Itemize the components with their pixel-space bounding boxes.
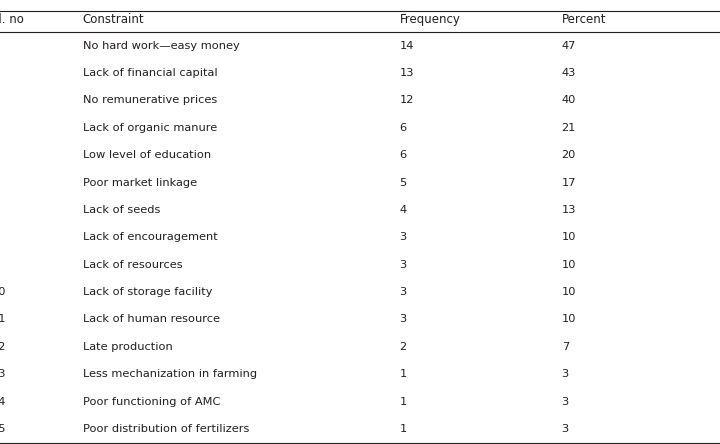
Text: 12: 12 — [400, 95, 414, 105]
Text: 12: 12 — [0, 342, 6, 352]
Text: No hard work—easy money: No hard work—easy money — [83, 41, 240, 51]
Text: 10: 10 — [562, 287, 576, 297]
Text: Constraint: Constraint — [83, 13, 145, 27]
Text: 3: 3 — [562, 396, 569, 407]
Text: Frequency: Frequency — [400, 13, 461, 27]
Text: Sl. no: Sl. no — [0, 13, 24, 27]
Text: Lack of encouragement: Lack of encouragement — [83, 232, 217, 242]
Text: 5: 5 — [400, 178, 407, 187]
Text: Lack of seeds: Lack of seeds — [83, 205, 160, 215]
Text: 10: 10 — [562, 232, 576, 242]
Text: 1: 1 — [400, 424, 407, 434]
Text: 1: 1 — [400, 369, 407, 379]
Text: 15: 15 — [0, 424, 6, 434]
Text: 20: 20 — [562, 150, 576, 160]
Text: 2: 2 — [400, 342, 407, 352]
Text: Lack of financial capital: Lack of financial capital — [83, 68, 217, 78]
Text: Poor functioning of AMC: Poor functioning of AMC — [83, 396, 220, 407]
Text: 3: 3 — [400, 287, 407, 297]
Text: 3: 3 — [562, 424, 569, 434]
Text: 13: 13 — [400, 68, 414, 78]
Text: 14: 14 — [0, 396, 6, 407]
Text: Low level of education: Low level of education — [83, 150, 211, 160]
Text: 43: 43 — [562, 68, 576, 78]
Text: 10: 10 — [562, 260, 576, 270]
Text: Less mechanization in farming: Less mechanization in farming — [83, 369, 257, 379]
Text: 3: 3 — [400, 314, 407, 325]
Text: 7: 7 — [562, 342, 569, 352]
Text: 17: 17 — [562, 178, 576, 187]
Text: 40: 40 — [562, 95, 576, 105]
Text: 10: 10 — [0, 287, 6, 297]
Text: 21: 21 — [562, 123, 576, 133]
Text: 6: 6 — [400, 123, 407, 133]
Text: Lack of resources: Lack of resources — [83, 260, 182, 270]
Text: 11: 11 — [0, 314, 6, 325]
Text: No remunerative prices: No remunerative prices — [83, 95, 217, 105]
Text: 3: 3 — [562, 369, 569, 379]
Text: 47: 47 — [562, 41, 576, 51]
Text: 1: 1 — [400, 396, 407, 407]
Text: 6: 6 — [400, 150, 407, 160]
Text: 3: 3 — [400, 260, 407, 270]
Text: 14: 14 — [400, 41, 414, 51]
Text: Percent: Percent — [562, 13, 606, 27]
Text: 10: 10 — [562, 314, 576, 325]
Text: Lack of storage facility: Lack of storage facility — [83, 287, 212, 297]
Text: 4: 4 — [400, 205, 407, 215]
Text: 13: 13 — [0, 369, 6, 379]
Text: Poor market linkage: Poor market linkage — [83, 178, 197, 187]
Text: Poor distribution of fertilizers: Poor distribution of fertilizers — [83, 424, 249, 434]
Text: 3: 3 — [400, 232, 407, 242]
Text: 13: 13 — [562, 205, 576, 215]
Text: Lack of organic manure: Lack of organic manure — [83, 123, 217, 133]
Text: Late production: Late production — [83, 342, 173, 352]
Text: Lack of human resource: Lack of human resource — [83, 314, 220, 325]
